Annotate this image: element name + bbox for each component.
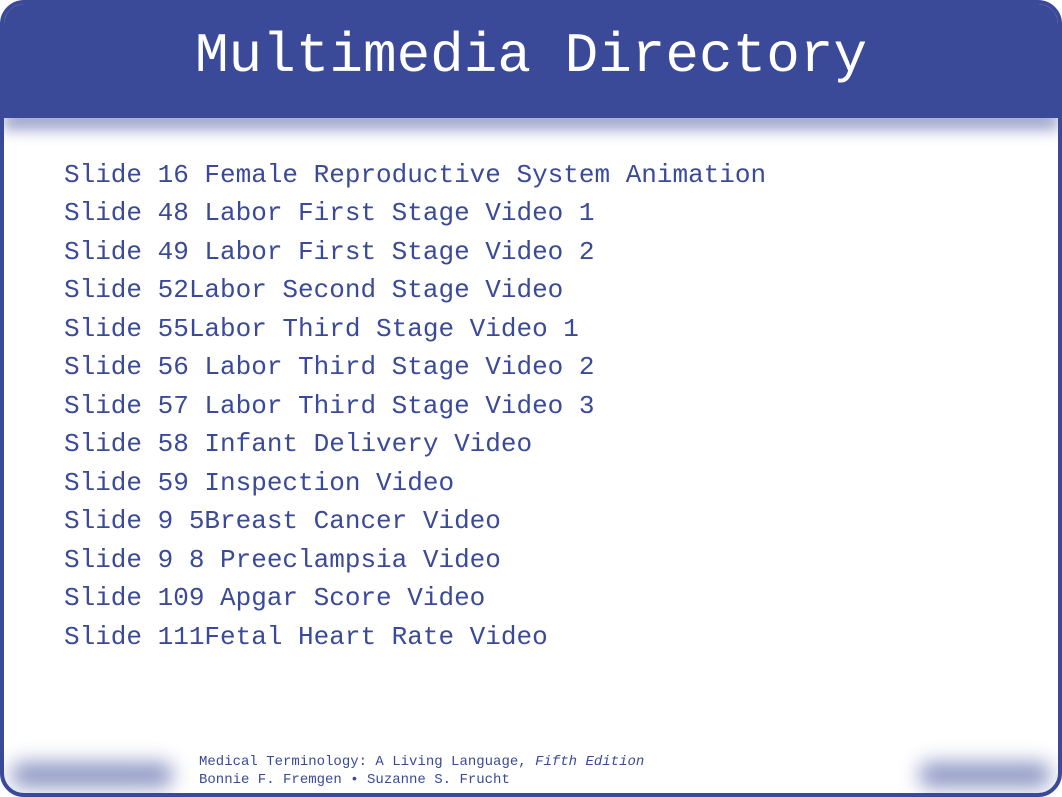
book-edition: Fifth Edition: [535, 754, 644, 770]
slide-entry: Slide 57 Labor Third Stage Video 3: [64, 387, 998, 425]
footer-line-2: Bonnie F. Fremgen • Suzanne S. Frucht: [199, 771, 644, 789]
title-bar: Multimedia Directory: [4, 4, 1058, 118]
book-title: Medical Terminology: A Living Language,: [199, 754, 535, 770]
slide-entry: Slide 55Labor Third Stage Video 1: [64, 310, 998, 348]
slide-entry: Slide 56 Labor Third Stage Video 2: [64, 348, 998, 386]
slide-entry: Slide 58 Infant Delivery Video: [64, 425, 998, 463]
footer-text: Medical Terminology: A Living Language, …: [199, 753, 644, 789]
footer-decoration-right: [920, 763, 1050, 787]
slide-entry: Slide 9 8 Preeclampsia Video: [64, 541, 998, 579]
slide-entry: Slide 16 Female Reproductive System Anim…: [64, 156, 998, 194]
slide-entry: Slide 109 Apgar Score Video: [64, 579, 998, 617]
slide-entry: Slide 9 5Breast Cancer Video: [64, 502, 998, 540]
footer-line-1: Medical Terminology: A Living Language, …: [199, 753, 644, 771]
slide-entry: Slide 49 Labor First Stage Video 2: [64, 233, 998, 271]
slide-entry: Slide 59 Inspection Video: [64, 464, 998, 502]
slide-entry: Slide 52Labor Second Stage Video: [64, 271, 998, 309]
slide-container: Multimedia Directory Slide 16 Female Rep…: [0, 0, 1062, 797]
slide-entry: Slide 48 Labor First Stage Video 1: [64, 194, 998, 232]
footer-decoration-left: [12, 763, 172, 787]
page-title: Multimedia Directory: [195, 24, 867, 88]
content-area: Slide 16 Female Reproductive System Anim…: [4, 118, 1058, 656]
footer: Medical Terminology: A Living Language, …: [4, 749, 1058, 793]
slide-entry: Slide 111Fetal Heart Rate Video: [64, 618, 998, 656]
